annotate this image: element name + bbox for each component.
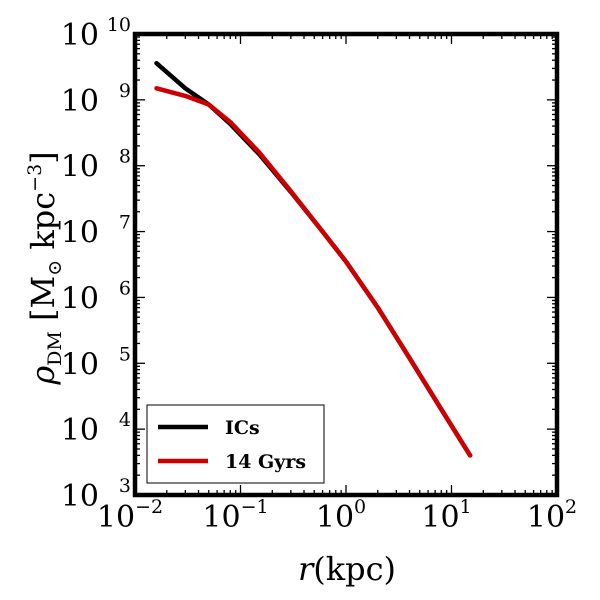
x-tick-label: 102: [527, 496, 577, 535]
y-tick-label: 10 5: [61, 343, 131, 382]
legend-label-14gyrs: 14 Gyrs: [225, 451, 306, 473]
legend-label-ics: ICs: [225, 417, 260, 439]
y-tick-label: 10 3: [61, 475, 131, 514]
y-axis-label: ρDM [M⊙ kpc−3]: [24, 151, 66, 385]
y-tick-label: 10 6: [61, 277, 131, 316]
series-layer: [154, 60, 473, 458]
x-tick-label: 100: [316, 496, 366, 535]
x-axis-label: r(kpc): [298, 550, 396, 588]
x-tick-label: 101: [421, 496, 471, 535]
y-tick-label: 10 8: [61, 146, 131, 185]
y-tick-label: 10 4: [61, 409, 131, 448]
series-line-14gyrs: [154, 86, 473, 458]
x-tick-label: 10−2: [97, 496, 163, 535]
y-tick-label: 10 10: [61, 14, 131, 53]
x-tick-label: 10−1: [202, 496, 268, 535]
plot-frame: [132, 31, 560, 498]
y-tick-label: 10 9: [61, 80, 131, 119]
legend-box: [146, 404, 325, 484]
y-tick-label: 10 7: [61, 212, 131, 251]
legend: ICs 14 Gyrs: [146, 404, 325, 484]
